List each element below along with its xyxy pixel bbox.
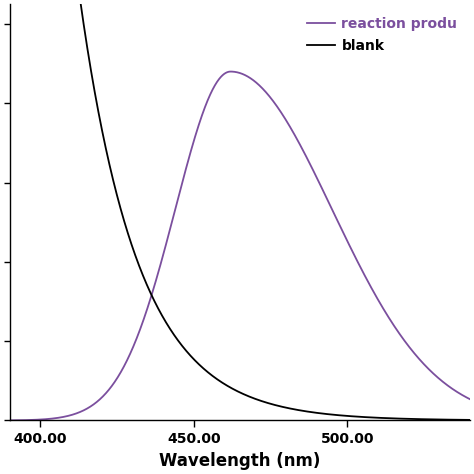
- blank: [458, 417, 464, 423]
- reaction produ: [59, 414, 65, 420]
- X-axis label: Wavelength (nm): Wavelength (nm): [159, 452, 320, 470]
- reaction produ: [467, 396, 473, 402]
- Line: reaction produ: reaction produ: [10, 72, 470, 420]
- blank: [87, 59, 92, 64]
- blank: [467, 417, 473, 423]
- reaction produ: [228, 69, 234, 74]
- reaction produ: [183, 165, 189, 171]
- blank: [203, 368, 209, 374]
- reaction produ: [203, 101, 209, 107]
- blank: [409, 416, 414, 422]
- reaction produ: [458, 392, 464, 397]
- Line: blank: blank: [10, 0, 470, 420]
- reaction produ: [409, 347, 414, 353]
- reaction produ: [87, 404, 92, 410]
- Legend: reaction produ, blank: reaction produ, blank: [301, 11, 463, 59]
- blank: [183, 348, 189, 354]
- reaction produ: [7, 418, 13, 423]
